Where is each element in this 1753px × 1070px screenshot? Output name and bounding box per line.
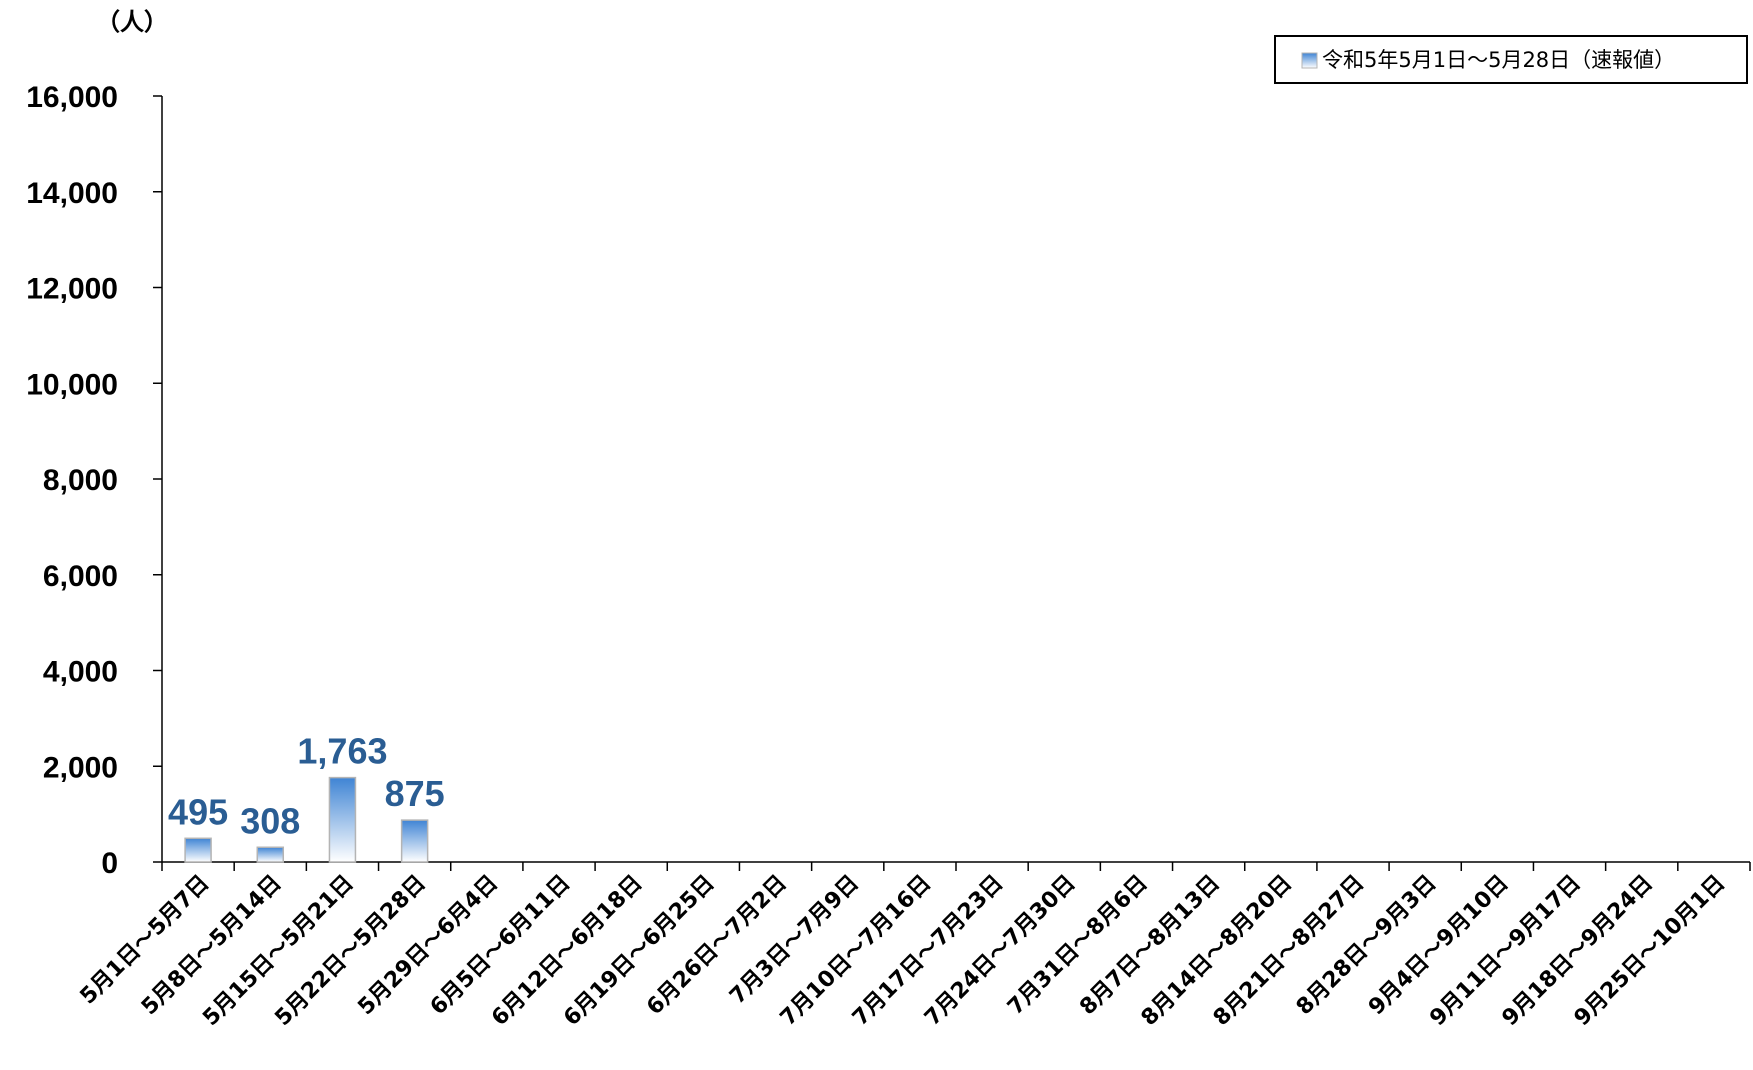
- y-tick-label: 10,000: [26, 368, 118, 401]
- x-tick-label: 8月28日～9月3日: [1292, 871, 1442, 1021]
- bar: [184, 837, 212, 863]
- bar-value-label: 1,763: [297, 731, 387, 772]
- x-tick-label: 9月4日～9月10日: [1364, 871, 1514, 1021]
- bar: [256, 846, 285, 863]
- x-tick-label: 5月8日～5月14日: [137, 871, 287, 1021]
- x-tick-label: 8月7日～8月13日: [1075, 871, 1225, 1021]
- legend-box: [1274, 35, 1748, 84]
- y-tick-label: 8,000: [43, 464, 118, 497]
- y-tick-label: 2,000: [43, 751, 118, 784]
- bar-value-label: 495: [168, 791, 228, 832]
- x-tick-label: 7月31日～8月6日: [1003, 871, 1153, 1021]
- x-tick-label: 6月5日～6月11日: [426, 871, 576, 1021]
- y-axis: 0 2,000 4,000 6,000 8,000 10,000 12,000 14,000 1…: [26, 81, 163, 880]
- bar-value-label: 308: [240, 800, 300, 841]
- x-tick-label: 6月26日～7月2日: [642, 871, 792, 1021]
- y-unit-label: （人）: [96, 8, 168, 36]
- y-tick-label: 16,000: [26, 81, 118, 114]
- bar: [328, 776, 357, 863]
- x-tick-label: 5月1日～5月7日: [76, 871, 215, 1010]
- y-tick-label: 12,000: [26, 273, 118, 306]
- x-axis: 5月1日～5月7日5月8日～5月14日5月15日～5月21日5月22日～5月28…: [76, 861, 1751, 1031]
- x-tick-label: 7月3日～7月9日: [725, 871, 864, 1010]
- y-tick-label: 14,000: [26, 177, 118, 210]
- legend-entry-label: 令和5年5月1日～5月28日（速報値）: [1322, 48, 1675, 72]
- legend-swatch: [1301, 52, 1318, 69]
- legend: 令和5年5月1日～5月28日（速報値）: [1274, 35, 1748, 84]
- y-tick-label: 4,000: [43, 656, 118, 689]
- y-tick-label: 0: [101, 847, 118, 880]
- y-tick-label: 6,000: [43, 560, 118, 593]
- bar: [400, 819, 429, 863]
- bar-value-label: 875: [385, 773, 445, 814]
- x-tick-label: 5月29日～6月4日: [353, 871, 503, 1021]
